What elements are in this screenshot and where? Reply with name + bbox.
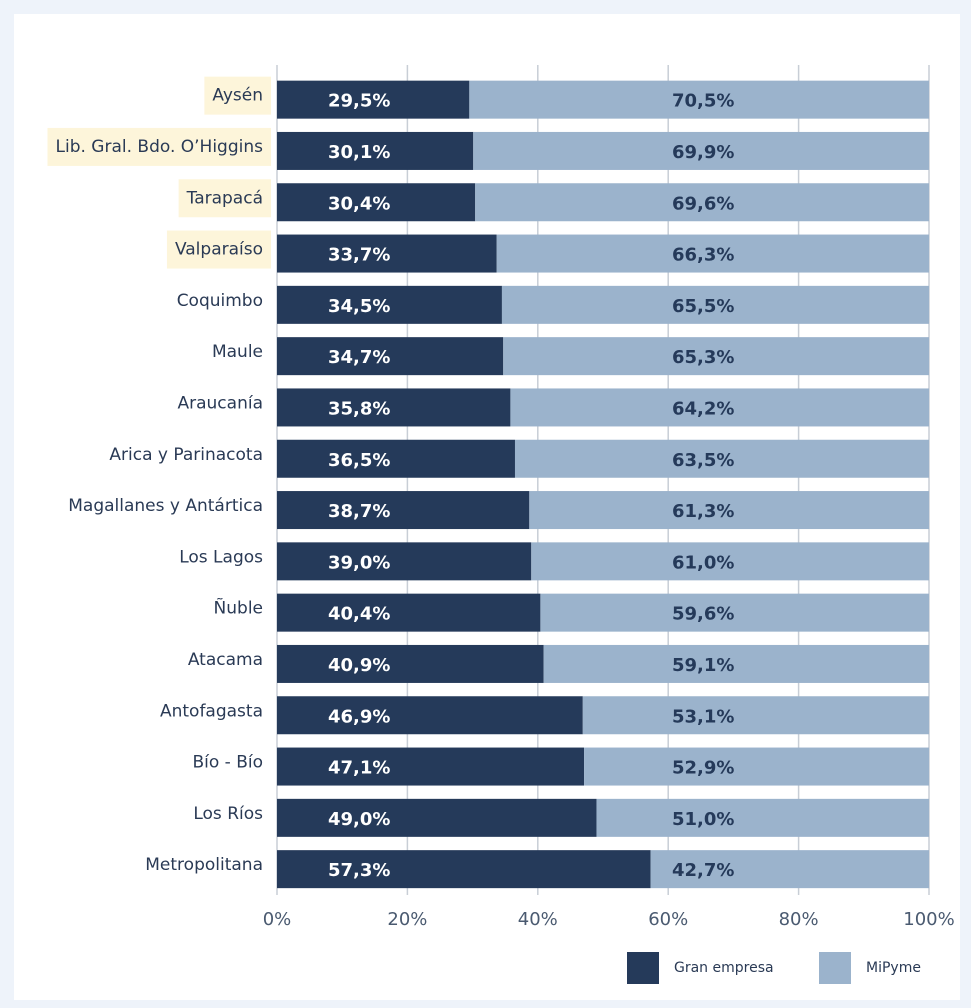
- category-label: Araucanía: [178, 393, 264, 413]
- legend-swatch: [819, 952, 851, 984]
- value-label: 53,1%: [672, 706, 734, 727]
- category-highlight: [178, 179, 271, 218]
- bar-segment: [503, 337, 929, 376]
- bar-segment: [277, 388, 511, 427]
- value-label: 65,5%: [672, 296, 734, 317]
- bar-segment: [277, 491, 530, 530]
- value-label: 61,3%: [672, 501, 734, 522]
- value-label: 51,0%: [672, 809, 734, 830]
- value-label: 38,7%: [328, 501, 390, 522]
- legend-label: MiPyme: [866, 960, 921, 976]
- bar-segment: [277, 131, 474, 170]
- bar-segment: [473, 131, 929, 170]
- bar-segment: [531, 542, 929, 581]
- value-label: 40,4%: [328, 604, 390, 625]
- x-tick-label: 40%: [518, 909, 558, 930]
- x-tick-label: 60%: [648, 909, 688, 930]
- bar-segment: [277, 234, 497, 273]
- category-highlight: [47, 127, 271, 166]
- bar-segment: [514, 439, 929, 478]
- value-label: 29,5%: [328, 91, 390, 112]
- bar-segment: [501, 285, 929, 324]
- bar-segment: [596, 798, 929, 837]
- value-label: 69,9%: [672, 142, 734, 163]
- bar-segment: [496, 234, 929, 273]
- value-label: 35,8%: [328, 398, 390, 419]
- category-label: Los Lagos: [179, 547, 263, 567]
- bar-segment: [277, 80, 470, 119]
- legend-swatch: [627, 952, 659, 984]
- value-label: 40,9%: [328, 655, 390, 676]
- x-tick-label: 20%: [387, 909, 427, 930]
- value-label: 59,1%: [672, 655, 734, 676]
- bar-segment: [277, 798, 597, 837]
- bar-segment: [475, 183, 929, 222]
- bar-segment: [277, 285, 502, 324]
- bar-segment: [277, 183, 476, 222]
- category-label: Metropolitana: [145, 855, 263, 875]
- value-label: 70,5%: [672, 91, 734, 112]
- value-label: 69,6%: [672, 193, 734, 214]
- bar-segment: [277, 850, 651, 889]
- category-label: Bío - Bío: [192, 753, 263, 773]
- value-label: 63,5%: [672, 450, 734, 471]
- category-label: Coquimbo: [177, 291, 263, 311]
- category-label: Magallanes y Antártica: [68, 496, 263, 516]
- bar-segment: [650, 850, 929, 889]
- x-tick-label: 80%: [779, 909, 819, 930]
- category-label: Aysén: [212, 86, 263, 106]
- bar-segment: [277, 696, 583, 735]
- category-label: Valparaíso: [175, 240, 263, 260]
- bar-segment: [540, 593, 929, 632]
- bar-segment: [277, 439, 515, 478]
- value-label: 57,3%: [328, 860, 390, 881]
- bar-segment: [584, 747, 929, 786]
- bar-segment: [277, 747, 585, 786]
- legend-label: Gran empresa: [674, 960, 774, 976]
- value-label: 36,5%: [328, 450, 390, 471]
- value-label: 47,1%: [328, 758, 390, 779]
- value-label: 34,5%: [328, 296, 390, 317]
- bar-segment: [510, 388, 929, 427]
- value-label: 33,7%: [328, 245, 390, 266]
- value-label: 64,2%: [672, 398, 734, 419]
- category-label: Ñuble: [214, 597, 263, 619]
- bar-segment: [277, 337, 504, 376]
- value-label: 30,1%: [328, 142, 390, 163]
- value-label: 52,9%: [672, 758, 734, 779]
- value-label: 65,3%: [672, 347, 734, 368]
- value-label: 61,0%: [672, 552, 734, 573]
- bar-segment: [543, 644, 929, 683]
- value-label: 42,7%: [672, 860, 734, 881]
- category-label: Arica y Parinacota: [109, 445, 263, 465]
- category-label: Maule: [212, 342, 263, 362]
- bar-segment: [277, 542, 532, 581]
- value-label: 49,0%: [328, 809, 390, 830]
- bar-segment: [469, 80, 929, 119]
- bar-segment: [529, 491, 929, 530]
- value-label: 66,3%: [672, 245, 734, 266]
- category-label: Tarapacá: [186, 188, 263, 208]
- category-label: Los Ríos: [193, 804, 263, 824]
- x-tick-label: 100%: [903, 909, 954, 930]
- x-tick-label: 0%: [263, 909, 292, 930]
- value-label: 46,9%: [328, 706, 390, 727]
- bar-segment: [582, 696, 929, 735]
- category-label: Lib. Gral. Bdo. O’Higgins: [56, 137, 264, 157]
- bar-segment: [277, 593, 541, 632]
- category-label: Atacama: [188, 650, 263, 670]
- category-highlight: [204, 76, 271, 115]
- category-highlight: [166, 230, 271, 269]
- value-label: 59,6%: [672, 604, 734, 625]
- value-label: 39,0%: [328, 552, 390, 573]
- value-label: 34,7%: [328, 347, 390, 368]
- value-label: 30,4%: [328, 193, 390, 214]
- bar-segment: [277, 644, 544, 683]
- category-label: Antofagasta: [160, 701, 263, 721]
